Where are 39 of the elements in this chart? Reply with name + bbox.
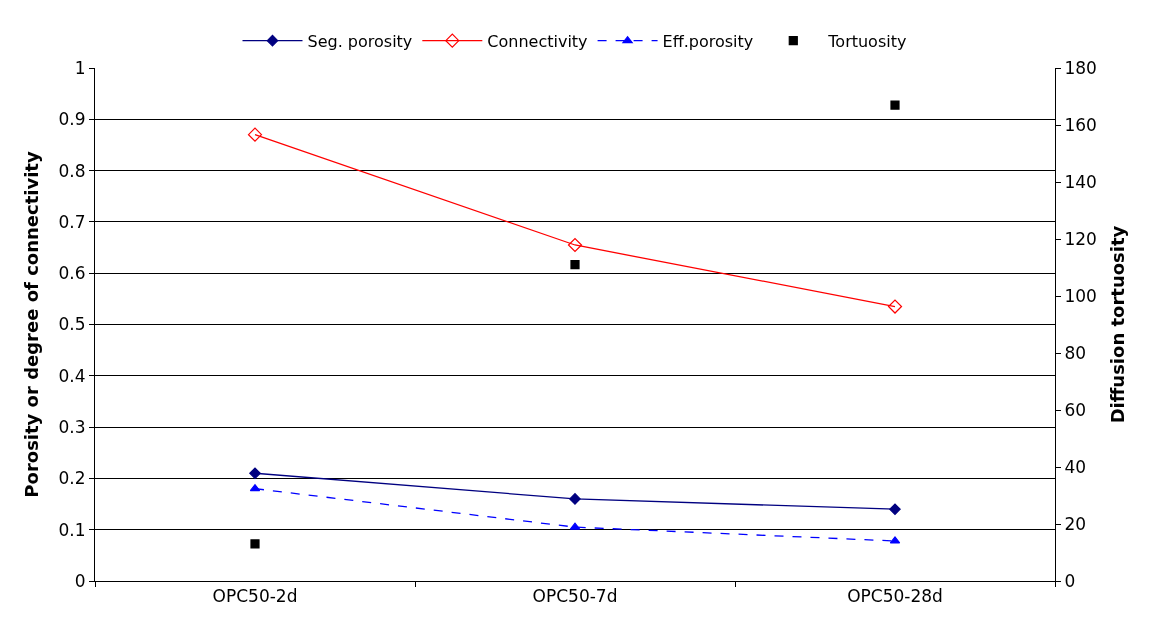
y2-tick-label: 40 bbox=[1064, 456, 1087, 477]
y2-tick-label: 100 bbox=[1064, 285, 1097, 306]
point bbox=[569, 493, 581, 505]
point bbox=[250, 539, 260, 549]
point bbox=[889, 503, 901, 515]
legend-label: Eff.porosity bbox=[662, 31, 754, 51]
y-tick-label: 0 bbox=[74, 570, 86, 591]
y-axis-title: Porosity or degree of connectivity bbox=[20, 151, 42, 498]
x-tick-label: OPC50-2d bbox=[212, 586, 298, 607]
y-tick-label: 0.5 bbox=[58, 314, 86, 335]
y2-tick-label: 140 bbox=[1064, 171, 1097, 192]
point bbox=[247, 127, 263, 142]
y2-tick-label: 0 bbox=[1064, 570, 1076, 591]
legend-label: Seg. porosity bbox=[307, 31, 413, 51]
point bbox=[249, 467, 261, 480]
legend-label: Tortuosity bbox=[827, 31, 907, 51]
y2-tick-label: 120 bbox=[1064, 228, 1097, 249]
y2-tick-label: 160 bbox=[1064, 114, 1097, 135]
point bbox=[570, 260, 580, 270]
legend-label: Connectivity bbox=[487, 31, 588, 51]
y-tick-label: 0.2 bbox=[58, 468, 86, 489]
y2-tick-label: 180 bbox=[1064, 57, 1097, 78]
y2-axis-title: Diffusion tortuosity bbox=[1106, 225, 1128, 424]
y-tick-label: 1 bbox=[74, 57, 86, 78]
x-tick-label: OPC50-7d bbox=[532, 586, 618, 607]
point bbox=[890, 100, 900, 110]
x-tick-label: OPC50-28d bbox=[847, 586, 943, 607]
y-tick-label: 0.3 bbox=[58, 417, 86, 438]
y2-tick-label: 20 bbox=[1064, 513, 1087, 534]
y-tick-label: 0.4 bbox=[58, 365, 86, 386]
point bbox=[567, 237, 583, 253]
y-tick-label: 0.9 bbox=[58, 109, 86, 130]
y2-tick-label: 80 bbox=[1064, 342, 1087, 363]
y-tick-label: 0.8 bbox=[58, 160, 86, 181]
y2-tick-label: 60 bbox=[1064, 399, 1087, 420]
y-tick-label: 0.1 bbox=[58, 519, 86, 540]
point bbox=[887, 299, 903, 314]
y-tick-label: 0.6 bbox=[58, 263, 86, 284]
y-tick-label: 0.7 bbox=[58, 211, 86, 232]
